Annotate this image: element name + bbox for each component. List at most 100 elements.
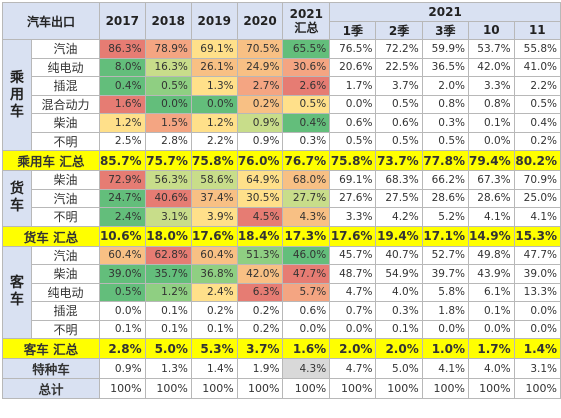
year-header: 2019 xyxy=(190,2,238,40)
special-vehicle-label: 特种车 xyxy=(2,358,100,379)
table-row: 货车 柴油 72.9% 56.3% 58.6% 64.9% 68.0% 69.1% 68.3% 6… xyxy=(1,170,561,227)
value-cell: 4.5% xyxy=(236,207,284,227)
value-cell: 0.5% xyxy=(375,131,423,151)
subtotal-value-cell: 1.6% xyxy=(282,338,331,359)
value-cell: 0.0% xyxy=(282,319,331,339)
value-cell: 0.3% xyxy=(421,113,469,133)
value-cell: 54.9% xyxy=(375,264,423,284)
subtotal-value-cell: 2.8% xyxy=(98,338,146,359)
value-cell: 6.3% xyxy=(236,282,284,302)
value-cell: 27.5% xyxy=(375,188,423,208)
value-cell: 0.0% xyxy=(144,94,192,114)
value-cell: 64.9% xyxy=(236,170,284,190)
subtotal-value-cell: 2.0% xyxy=(375,338,423,359)
period-header: 2季 xyxy=(375,20,423,40)
value-cell: 0.1% xyxy=(375,319,423,339)
group-label: 乘用车 xyxy=(1,39,33,151)
value-cell: 51.3% xyxy=(236,245,284,265)
subtotal-value-cell: 1.4% xyxy=(513,338,561,359)
fuel-type-label: 柴油 xyxy=(31,264,100,284)
value-cell: 53.7% xyxy=(467,39,515,59)
value-cell: 0.2% xyxy=(236,301,284,321)
fuel-type-label: 汽油 xyxy=(31,188,100,208)
subtotal-value-cell: 5.0% xyxy=(144,338,192,359)
value-cell: 5.7% xyxy=(282,282,331,302)
subtotal-value-cell: 14.9% xyxy=(467,225,515,247)
export-share-table-container: 汽车出口 2017 2018 2019 2020 2021 汇总 2021 1季… xyxy=(1,2,561,399)
subtotal-value-cell: 75.7% xyxy=(144,150,192,171)
value-cell: 27.6% xyxy=(329,188,377,208)
value-cell: 68.3% xyxy=(375,170,423,190)
period-header: 1季 xyxy=(329,20,377,40)
total-value-cell: 100% xyxy=(236,378,284,399)
subtotal-value-cell: 18.0% xyxy=(144,225,192,247)
value-cell: 78.9% xyxy=(144,39,192,59)
value-cell: 39.7% xyxy=(421,264,469,284)
subtotal-value-cell: 76.7% xyxy=(282,150,331,171)
value-cell: 5.0% xyxy=(375,358,423,379)
value-cell: 24.7% xyxy=(98,188,146,208)
value-cell: 0.0% xyxy=(190,94,238,114)
value-cell: 0.0% xyxy=(513,301,561,321)
value-cell: 0.0% xyxy=(329,94,377,114)
value-cell: 35.7% xyxy=(144,264,192,284)
period-header: 11 xyxy=(513,20,561,40)
value-cell: 37.4% xyxy=(190,188,238,208)
table-row: 客车 汽油 60.4% 62.8% 60.4% 51.3% 46.0% 45.7% 40.7% 5… xyxy=(1,245,561,339)
value-cell: 60.4% xyxy=(98,245,146,265)
total-row: 总计 100% 100% 100% 100% 100% 100% 100% 100% 100% 10… xyxy=(2,378,561,399)
value-cell: 65.5% xyxy=(282,39,331,59)
subtotal-value-cell: 79.4% xyxy=(467,150,515,171)
value-cell: 0.9% xyxy=(236,131,284,151)
total-value-cell: 100% xyxy=(513,378,561,399)
value-cell: 1.2% xyxy=(144,282,192,302)
value-cell: 86.3% xyxy=(98,39,146,59)
subtotal-row: 货车 汇总 10.6% 18.0% 17.6% 18.4% 17.3% 17.6% 19.4%… xyxy=(2,225,561,247)
value-cell: 36.8% xyxy=(190,264,238,284)
value-cell: 0.9% xyxy=(236,113,284,133)
special-vehicle-row: 特种车 0.9% 1.3% 1.4% 1.9% 4.3% 4.7% 5.0% 4.1% 4.0% 3… xyxy=(2,358,561,379)
table-row: 柴油 1.2% 1.5% 1.2% 0.9% 0.4% 0.6% 0.6% 0.3% 0.1% 0.… xyxy=(3,113,561,133)
group-label: 货车 xyxy=(1,170,33,227)
value-cell: 0.2% xyxy=(236,319,284,339)
value-cell: 1.9% xyxy=(236,358,284,379)
value-cell: 4.3% xyxy=(282,358,331,379)
value-cell: 48.7% xyxy=(329,264,377,284)
subtotal-value-cell: 75.8% xyxy=(190,150,238,171)
fuel-type-label: 不明 xyxy=(31,319,100,339)
table-row: 纯电动 8.0% 16.3% 26.1% 24.9% 30.6% 20.6% 22.5% 36.… xyxy=(3,57,561,77)
subtotal-value-cell: 2.0% xyxy=(329,338,377,359)
value-cell: 4.0% xyxy=(375,282,423,302)
value-cell: 2.4% xyxy=(98,207,146,227)
value-cell: 3.1% xyxy=(513,358,561,379)
total-value-cell: 100% xyxy=(375,378,423,399)
value-cell: 0.5% xyxy=(98,282,146,302)
fuel-type-label: 纯电动 xyxy=(31,282,100,302)
value-cell: 67.3% xyxy=(467,170,515,190)
value-cell: 47.7% xyxy=(282,264,331,284)
value-cell: 2.8% xyxy=(144,131,192,151)
value-cell: 1.2% xyxy=(190,113,238,133)
value-cell: 0.8% xyxy=(467,94,515,114)
value-cell: 72.2% xyxy=(375,39,423,59)
table-row: 柴油 39.0% 35.7% 36.8% 42.0% 47.7% 48.7% 54.9% 39.… xyxy=(3,264,561,284)
value-cell: 1.2% xyxy=(98,113,146,133)
table-row: 不明 0.1% 0.1% 0.1% 0.2% 0.0% 0.0% 0.1% 0.0% 0.0% 0.… xyxy=(3,319,561,339)
subtotal-value-cell: 77.8% xyxy=(421,150,469,171)
value-cell: 68.0% xyxy=(282,170,331,190)
value-cell: 43.9% xyxy=(467,264,515,284)
subtotal-value-cell: 75.8% xyxy=(329,150,377,171)
value-cell: 0.0% xyxy=(513,319,561,339)
value-cell: 1.3% xyxy=(190,76,238,96)
value-cell: 0.2% xyxy=(513,131,561,151)
value-cell: 0.5% xyxy=(329,131,377,151)
value-cell: 6.1% xyxy=(467,282,515,302)
subtotal-value-cell: 80.2% xyxy=(513,150,561,171)
value-cell: 55.8% xyxy=(513,39,561,59)
value-cell: 0.1% xyxy=(98,319,146,339)
value-cell: 40.7% xyxy=(375,245,423,265)
value-cell: 0.0% xyxy=(98,301,146,321)
fuel-type-label: 柴油 xyxy=(31,113,100,133)
value-cell: 30.6% xyxy=(282,57,331,77)
value-cell: 1.7% xyxy=(329,76,377,96)
